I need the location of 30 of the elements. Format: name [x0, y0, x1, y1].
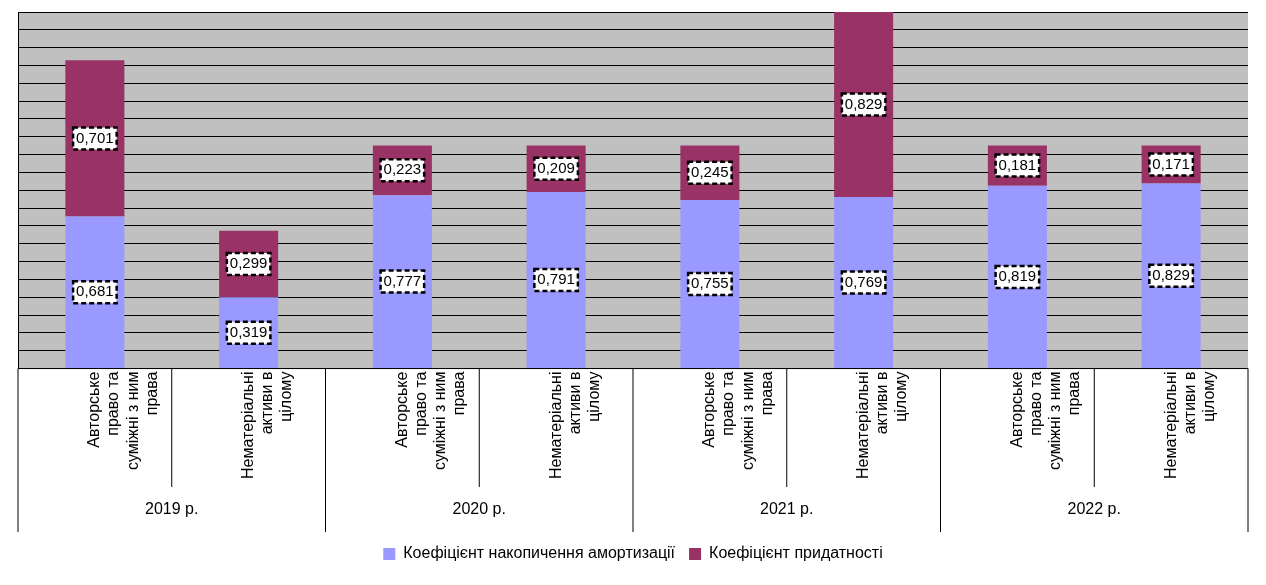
data-label: 0,701: [76, 128, 114, 146]
data-label: 0,223: [383, 160, 422, 178]
data-label: 0,681: [76, 282, 114, 300]
x-tick-label: Нематеріальні активи в цілому: [1161, 371, 1217, 480]
x-tick-label: Авторське право та суміжні з ним права: [392, 371, 468, 471]
data-label: 0,181: [998, 155, 1037, 173]
text: 2022 р.: [1067, 500, 1121, 518]
data-label: 0,209: [537, 158, 575, 176]
x-tick-label: Авторське право та суміжні з ним права: [700, 371, 775, 471]
text: 2020 р.: [452, 500, 506, 518]
text: 2019 р.: [145, 500, 199, 518]
data-label: 0,171: [1152, 154, 1190, 172]
text: 2021 р.: [760, 500, 814, 518]
legend-label: Коефіцієнт придатності: [709, 544, 883, 562]
data-label: 0,819: [998, 267, 1037, 285]
data-label: 0,769: [844, 272, 883, 290]
data-label: 0,245: [691, 162, 729, 180]
data-label: 0,829: [844, 94, 883, 112]
data-label: 0,791: [537, 270, 575, 288]
x-tick-label: Нематеріальні активи в цілому: [546, 371, 602, 480]
x-tick-label: Нематеріальні активи в цілому: [854, 371, 910, 480]
x-tick-label: Авторське право та суміжні з ним права: [85, 371, 160, 471]
legend-label: Коефіцієнт накопичення амортизації: [403, 544, 676, 562]
data-label: 0,755: [691, 274, 729, 292]
data-label: 0,829: [1152, 265, 1190, 283]
data-label: 0,299: [229, 254, 268, 272]
x-tick-label: Авторське право та суміжні з ним права: [1007, 371, 1083, 471]
data-label: 0,319: [229, 322, 268, 340]
x-tick-label: Нематеріальні активи в цілому: [239, 371, 295, 480]
data-label: 0,777: [383, 271, 422, 289]
